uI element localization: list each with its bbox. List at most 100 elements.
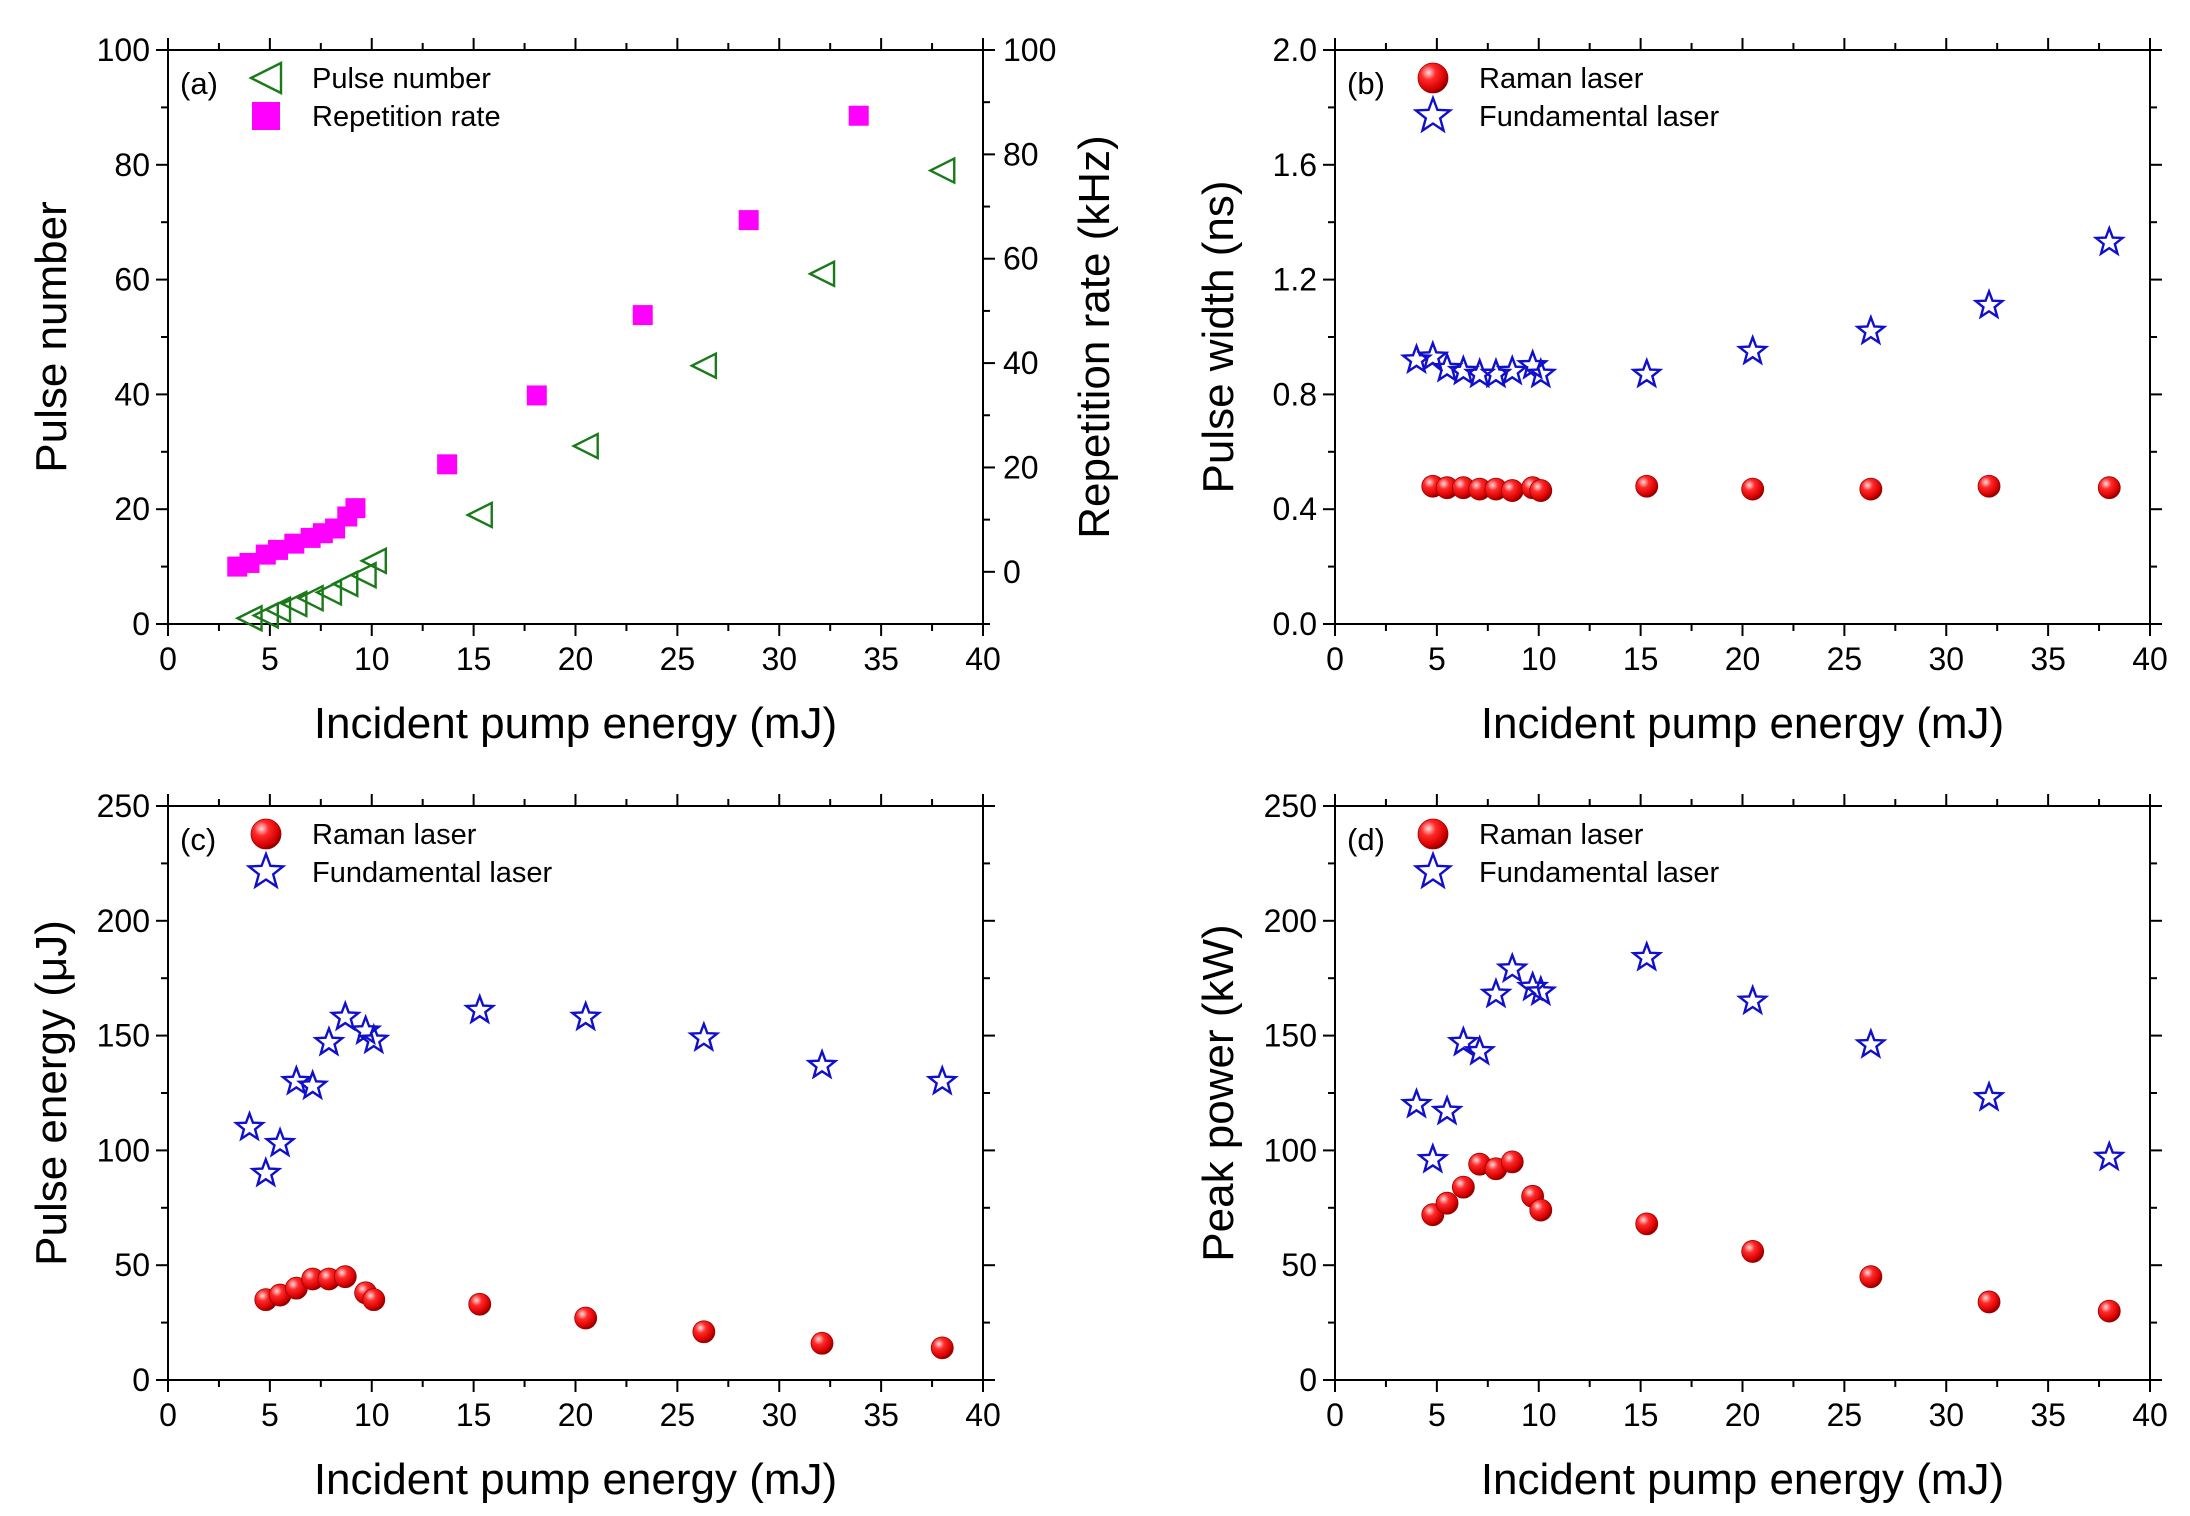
data-point — [1463, 1034, 1497, 1066]
legend: Pulse number Repetition rate — [248, 61, 501, 133]
data-point — [1859, 1265, 1883, 1289]
legend-marker — [250, 818, 282, 850]
legend-label: Raman laser — [312, 819, 477, 851]
y-tick-label: 0.4 — [1273, 491, 1317, 527]
y-tick-label: 250 — [1264, 788, 1317, 824]
data-point — [284, 533, 305, 554]
data-point — [1446, 354, 1480, 386]
data-point — [330, 569, 359, 598]
data-point — [687, 1020, 721, 1052]
x-tick-label: 30 — [761, 1397, 797, 1433]
legend-label: Raman laser — [1479, 819, 1644, 851]
series-2 — [232, 992, 959, 1188]
data-point — [925, 1064, 959, 1096]
data-point — [1736, 333, 1770, 366]
data-point — [930, 1336, 954, 1360]
data-point — [1516, 969, 1550, 1002]
data-point — [1741, 1240, 1765, 1263]
x-tick-label: 30 — [761, 641, 797, 677]
x-tick-label: 15 — [456, 641, 492, 677]
data-point — [263, 595, 292, 624]
data-point — [574, 1306, 598, 1330]
data-point — [468, 1292, 492, 1316]
data-point — [1972, 288, 2006, 320]
x-tick-label: 40 — [2132, 641, 2168, 677]
x-tick-label: 35 — [2030, 1397, 2066, 1433]
chart-panel-2: 0 5 10 15 20 25 30 35 40 0.0 0.4 0.8 1.2 1.6 2.0 Incide… — [1194, 32, 2168, 748]
x-tick-label: 40 — [2132, 1397, 2168, 1433]
x-tick-label: 40 — [965, 641, 1001, 677]
y-tick-label: 250 — [97, 788, 150, 824]
series-1 — [1421, 1150, 2121, 1323]
x-tick-label: 5 — [261, 1397, 279, 1433]
data-point — [692, 1320, 716, 1344]
legend-label: Raman laser — [1479, 63, 1644, 95]
x-tick-label: 20 — [1725, 1397, 1761, 1433]
y-right-tick-label: 0 — [1003, 554, 1021, 590]
x-tick-label: 20 — [558, 641, 594, 677]
data-point — [2097, 476, 2121, 500]
y-tick-label: 2.0 — [1273, 32, 1317, 68]
data-point — [1977, 1290, 2001, 1314]
data-point — [1479, 976, 1513, 1009]
legend-marker — [1417, 62, 1449, 94]
x-tick-label: 5 — [1428, 641, 1446, 677]
data-point — [1399, 1087, 1434, 1119]
x-tick-label: 15 — [1623, 641, 1659, 677]
x-tick-label: 10 — [354, 1397, 390, 1433]
x-tick-label: 35 — [863, 1397, 899, 1433]
data-point — [279, 1064, 313, 1096]
x-tick-label: 20 — [558, 1397, 594, 1433]
x-tick-label: 0 — [159, 641, 177, 677]
y-tick-label: 0 — [1299, 1362, 1317, 1398]
series-2 — [227, 105, 869, 577]
data-point — [239, 552, 260, 573]
data-point — [526, 385, 547, 406]
y-tick-label: 200 — [1264, 903, 1317, 939]
data-point — [807, 259, 836, 288]
data-point — [463, 992, 497, 1025]
x-axis-title: Incident pump energy (mJ) — [314, 699, 837, 748]
y-right-tick-label: 100 — [1003, 32, 1056, 68]
data-point — [312, 1025, 346, 1057]
plot-frame — [1334, 805, 2151, 1381]
y-tick-label: 150 — [97, 1018, 150, 1054]
x-tick-label: 30 — [1928, 1397, 1964, 1433]
y-axis-title: Pulse energy (μJ) — [27, 920, 76, 1266]
data-point — [1630, 356, 1664, 389]
series-2 — [1399, 940, 2126, 1174]
panel-label: (c) — [180, 822, 216, 857]
x-tick-label: 25 — [660, 641, 696, 677]
data-point — [296, 1068, 330, 1101]
legend-label: Fundamental laser — [1479, 857, 1720, 889]
x-tick-label: 0 — [159, 1397, 177, 1433]
plot-frame — [1334, 49, 2151, 625]
data-point — [362, 1288, 386, 1312]
data-point — [689, 351, 718, 380]
data-point — [1495, 951, 1529, 984]
series-1 — [254, 1265, 954, 1360]
data-point — [1859, 477, 1883, 501]
data-point — [1446, 1025, 1480, 1057]
data-point — [279, 589, 308, 618]
y-tick-label: 40 — [114, 376, 150, 412]
data-point — [2092, 224, 2126, 257]
y-axis-title: Pulse width (ns) — [1194, 180, 1243, 493]
data-point — [1524, 974, 1558, 1007]
data-point — [232, 1110, 267, 1142]
x-tick-label: 15 — [456, 1397, 492, 1433]
data-point — [1500, 1150, 1524, 1174]
y-tick-label: 60 — [114, 262, 150, 298]
x-tick-label: 5 — [1428, 1397, 1446, 1433]
legend: Raman laser Fundamental laser — [1412, 818, 1720, 890]
y-tick-label: 50 — [1281, 1247, 1317, 1283]
data-point — [571, 432, 599, 461]
data-point — [1430, 1093, 1464, 1126]
legend: Raman laser Fundamental laser — [245, 818, 553, 890]
y-tick-label: 0 — [132, 606, 150, 642]
data-point — [927, 156, 956, 185]
x-tick-label: 35 — [863, 641, 899, 677]
data-point — [268, 539, 289, 560]
data-point — [632, 305, 653, 326]
data-point — [1416, 1142, 1450, 1174]
